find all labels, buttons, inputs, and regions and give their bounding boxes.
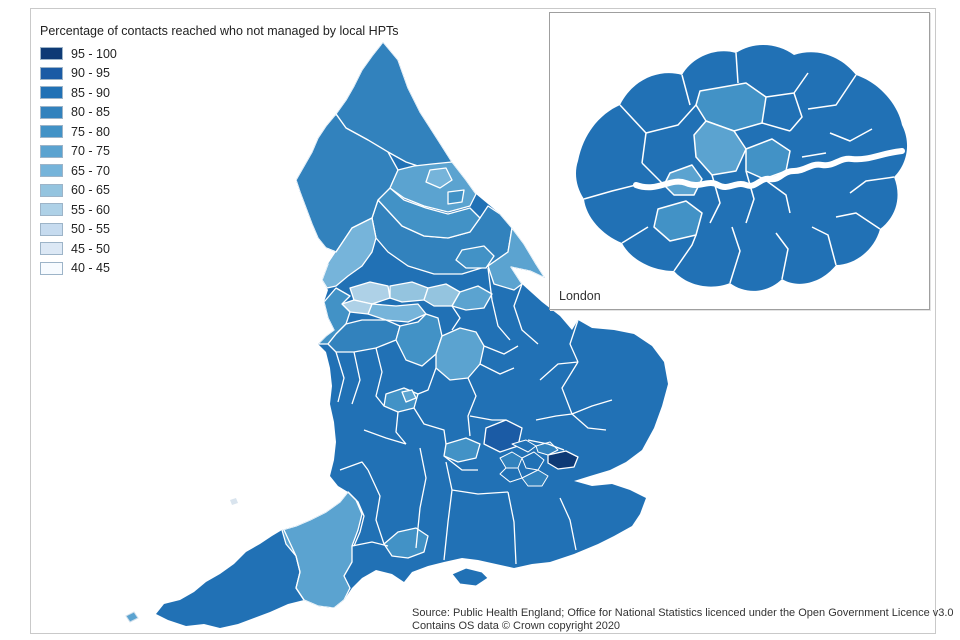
region-wear-patch <box>447 189 465 205</box>
legend-item: 65 - 70 <box>40 161 117 181</box>
region-lancashire <box>321 217 377 289</box>
london-cluster <box>499 439 559 487</box>
legend-item: 60 - 65 <box>40 181 117 201</box>
legend-item: 85 - 90 <box>40 83 117 103</box>
legend-swatch <box>40 86 63 100</box>
source-line-1: Source: Public Health England; Office fo… <box>412 607 954 619</box>
london-inset-box: London <box>549 12 930 310</box>
legend-item: 90 - 95 <box>40 64 117 84</box>
borough-light-north <box>695 82 767 132</box>
region-london-4 <box>521 469 549 487</box>
legend-label: 50 - 55 <box>71 222 110 237</box>
region-isles-of-scilly <box>125 611 139 623</box>
legend-swatch <box>40 261 63 275</box>
legend-label: 90 - 95 <box>71 66 110 81</box>
legend-item: 50 - 55 <box>40 220 117 240</box>
legend-item: 80 - 85 <box>40 103 117 123</box>
legend-item: 40 - 45 <box>40 259 117 279</box>
legend-item: 75 - 80 <box>40 122 117 142</box>
region-pennine-dales <box>377 187 481 239</box>
region-london-base <box>576 44 908 291</box>
legend-label: 85 - 90 <box>71 85 110 100</box>
legend-label: 55 - 60 <box>71 202 110 217</box>
region-tyne-patch <box>425 167 453 189</box>
legend-item: 45 - 50 <box>40 239 117 259</box>
legend-swatch <box>40 125 63 139</box>
legend-item: 95 - 100 <box>40 44 117 64</box>
legend: 95 - 100 90 - 95 85 - 90 80 - 85 75 - 80 70 -… <box>40 44 117 278</box>
legend-label: 45 - 50 <box>71 241 110 256</box>
legend-swatch <box>40 242 63 256</box>
legend-swatch <box>40 105 63 119</box>
region-thames-estuary <box>547 450 579 470</box>
london-inset-map <box>576 44 908 291</box>
legend-item: 55 - 60 <box>40 200 117 220</box>
legend-swatch <box>40 203 63 217</box>
legend-label: 75 - 80 <box>71 124 110 139</box>
legend-label: 40 - 45 <box>71 261 110 276</box>
legend-swatch <box>40 66 63 80</box>
legend-swatch <box>40 47 63 61</box>
source-attribution: Source: Public Health England; Office fo… <box>412 607 954 633</box>
region-london-3 <box>499 467 523 483</box>
legend-item: 70 - 75 <box>40 142 117 162</box>
county-borders <box>283 267 613 601</box>
legend-label: 70 - 75 <box>71 144 110 159</box>
legend-swatch <box>40 144 63 158</box>
legend-label: 60 - 65 <box>71 183 110 198</box>
thames-river <box>633 148 905 191</box>
inset-label: London <box>559 289 601 303</box>
region-lundy <box>230 498 238 505</box>
region-york-patch <box>455 245 495 269</box>
legend-swatch <box>40 164 63 178</box>
region-isle-of-wight <box>451 567 489 587</box>
region-birmingham-2 <box>401 389 417 403</box>
borough-light-center <box>693 120 747 176</box>
region-gm-4 <box>341 299 373 315</box>
map-title: Percentage of contacts reached who not m… <box>40 24 399 38</box>
region-london-1 <box>499 451 523 469</box>
source-line-2: Contains OS data © Crown copyright 2020 <box>412 620 621 632</box>
legend-swatch <box>40 222 63 236</box>
region-gm-3 <box>367 303 427 323</box>
region-layer <box>281 42 613 609</box>
borough-layer <box>583 52 905 284</box>
legend-swatch <box>40 183 63 197</box>
legend-label: 80 - 85 <box>71 105 110 120</box>
legend-label: 65 - 70 <box>71 163 110 178</box>
region-london-2 <box>521 451 545 471</box>
legend-label: 95 - 100 <box>71 46 117 61</box>
region-notts-leics <box>435 327 485 381</box>
